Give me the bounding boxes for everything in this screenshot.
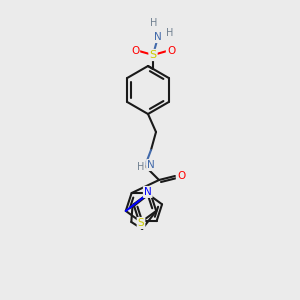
Text: S: S	[138, 218, 144, 228]
Text: H: H	[150, 18, 158, 28]
Text: S: S	[149, 50, 157, 60]
Text: H: H	[166, 28, 174, 38]
Text: N: N	[154, 32, 162, 42]
Text: H: H	[137, 162, 145, 172]
Text: O: O	[131, 46, 139, 56]
Text: N: N	[147, 160, 155, 170]
Text: O: O	[167, 46, 175, 56]
Text: N: N	[144, 187, 152, 197]
Text: O: O	[177, 171, 185, 181]
